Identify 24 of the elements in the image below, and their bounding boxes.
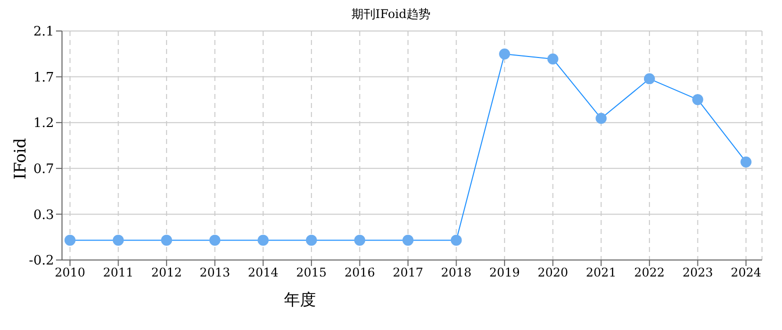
y-tick-label: 1.7 — [33, 70, 54, 86]
x-tick-label: 2022 — [634, 266, 665, 280]
x-tick-label: 2010 — [54, 266, 86, 280]
x-tick-label: 2019 — [489, 266, 520, 280]
x-tick-label: 2024 — [730, 266, 762, 280]
chart-title: 期刊IFoid趋势 — [350, 6, 432, 23]
x-tick-label: 2018 — [441, 266, 472, 280]
x-axis-title: 年度 — [283, 290, 317, 311]
x-tick-label: 2012 — [151, 266, 182, 280]
y-axis-title: IFoid — [10, 138, 30, 180]
y-tick-label: 0.3 — [33, 208, 54, 223]
x-tick-label: 2016 — [344, 266, 375, 280]
x-tick-label: 2017 — [392, 266, 424, 280]
x-tick-label: 2013 — [200, 266, 230, 280]
y-tick-label: 1.2 — [33, 116, 54, 132]
x-tick-label: 2011 — [103, 266, 134, 280]
x-tick-label: 2020 — [538, 266, 568, 280]
y-tick-label: 2.1 — [33, 24, 54, 40]
x-tick-label: 2015 — [296, 266, 327, 280]
x-tick-label: 2021 — [586, 266, 616, 280]
x-tick-label: 2014 — [248, 266, 279, 280]
y-tick-label: -0.2 — [28, 254, 54, 269]
y-tick-label: 0.7 — [33, 162, 54, 178]
x-tick-label: 2023 — [682, 266, 713, 280]
